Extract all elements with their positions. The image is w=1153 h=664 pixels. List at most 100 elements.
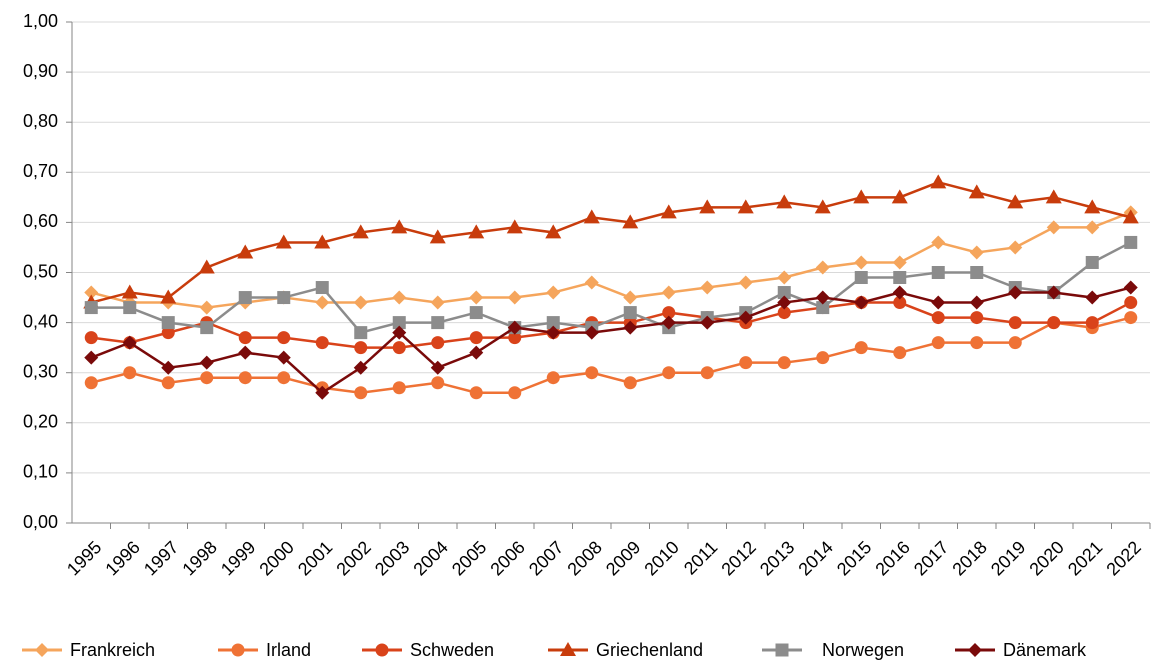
marker xyxy=(777,286,791,300)
marker xyxy=(623,320,638,335)
marker xyxy=(968,184,985,199)
marker xyxy=(622,214,639,229)
marker xyxy=(277,331,291,345)
marker xyxy=(970,266,984,279)
x-tick-label: 2008 xyxy=(563,537,605,579)
marker xyxy=(508,386,522,400)
marker xyxy=(84,285,99,300)
x-tick-label: 2012 xyxy=(717,537,759,579)
marker xyxy=(431,336,445,350)
x-tick-label: 2006 xyxy=(486,537,528,579)
marker xyxy=(238,371,252,385)
legend-label: Schweden xyxy=(410,640,494,660)
line xyxy=(90,211,1132,309)
marker xyxy=(893,346,907,360)
marker xyxy=(122,335,137,350)
marker xyxy=(546,285,561,300)
x-tick-label: 2002 xyxy=(332,537,374,579)
line xyxy=(90,286,1132,395)
marker xyxy=(392,381,406,395)
marker xyxy=(1124,296,1138,310)
series xyxy=(83,174,1139,309)
line xyxy=(90,181,1132,304)
marker xyxy=(931,336,945,350)
marker xyxy=(1084,199,1101,214)
marker xyxy=(277,291,291,305)
marker xyxy=(968,643,982,657)
y-tick-label: 0,70 xyxy=(23,161,58,181)
marker xyxy=(891,189,908,204)
marker xyxy=(1085,220,1100,235)
marker xyxy=(231,643,245,657)
marker xyxy=(931,266,945,279)
legend-item: Frankreich xyxy=(22,640,155,660)
marker xyxy=(469,386,483,400)
y-tick-label: 0,80 xyxy=(23,111,58,131)
marker xyxy=(161,376,175,390)
marker xyxy=(431,376,445,390)
x-tick-label: 1999 xyxy=(217,537,259,579)
marker xyxy=(200,371,214,385)
marker xyxy=(199,355,214,370)
marker xyxy=(700,366,714,380)
y-tick-label: 0,00 xyxy=(23,512,58,532)
marker xyxy=(1007,194,1024,209)
x-tick-label: 2013 xyxy=(756,537,798,579)
x-tick-label: 2001 xyxy=(294,537,336,579)
marker xyxy=(277,371,291,385)
marker xyxy=(84,331,98,345)
marker xyxy=(1045,189,1062,204)
x-tick-label: 1995 xyxy=(63,537,105,579)
marker xyxy=(430,360,445,375)
marker xyxy=(84,376,98,390)
x-tick-label: 2007 xyxy=(525,537,567,579)
legend-label: Frankreich xyxy=(70,640,155,660)
marker xyxy=(237,244,254,259)
marker xyxy=(1008,240,1023,255)
marker xyxy=(1046,220,1061,235)
marker xyxy=(84,350,99,365)
marker xyxy=(969,245,984,260)
marker xyxy=(623,306,637,320)
x-tick-label: 2017 xyxy=(910,537,952,579)
marker xyxy=(315,281,329,295)
marker xyxy=(546,371,560,385)
marker xyxy=(545,224,562,239)
marker xyxy=(431,316,445,330)
marker xyxy=(815,290,830,305)
marker xyxy=(392,325,407,340)
marker xyxy=(623,376,637,390)
marker xyxy=(969,295,984,310)
marker xyxy=(777,295,792,310)
marker xyxy=(660,204,677,219)
marker xyxy=(200,321,214,335)
line xyxy=(90,316,1132,395)
x-tick-label: 2005 xyxy=(448,537,490,579)
marker xyxy=(391,219,408,234)
x-tick-label: 2020 xyxy=(1025,537,1067,579)
marker xyxy=(506,219,523,234)
marker xyxy=(353,360,368,375)
marker xyxy=(892,255,907,270)
marker xyxy=(238,331,252,345)
marker xyxy=(970,336,984,350)
marker xyxy=(161,326,175,340)
marker xyxy=(776,194,793,209)
marker xyxy=(931,235,946,250)
marker xyxy=(1046,285,1061,300)
x-tick-label: 2022 xyxy=(1102,537,1144,579)
marker xyxy=(893,271,907,285)
marker xyxy=(661,315,676,330)
marker xyxy=(892,285,907,300)
marker xyxy=(930,174,947,189)
x-tick-label: 2019 xyxy=(987,537,1029,579)
marker xyxy=(392,341,406,355)
marker xyxy=(777,306,791,320)
marker xyxy=(375,643,389,657)
marker xyxy=(854,271,868,285)
marker xyxy=(738,310,753,325)
marker xyxy=(354,341,368,355)
marker xyxy=(354,386,368,400)
y-tick-label: 1,00 xyxy=(23,11,58,31)
marker xyxy=(123,301,137,315)
